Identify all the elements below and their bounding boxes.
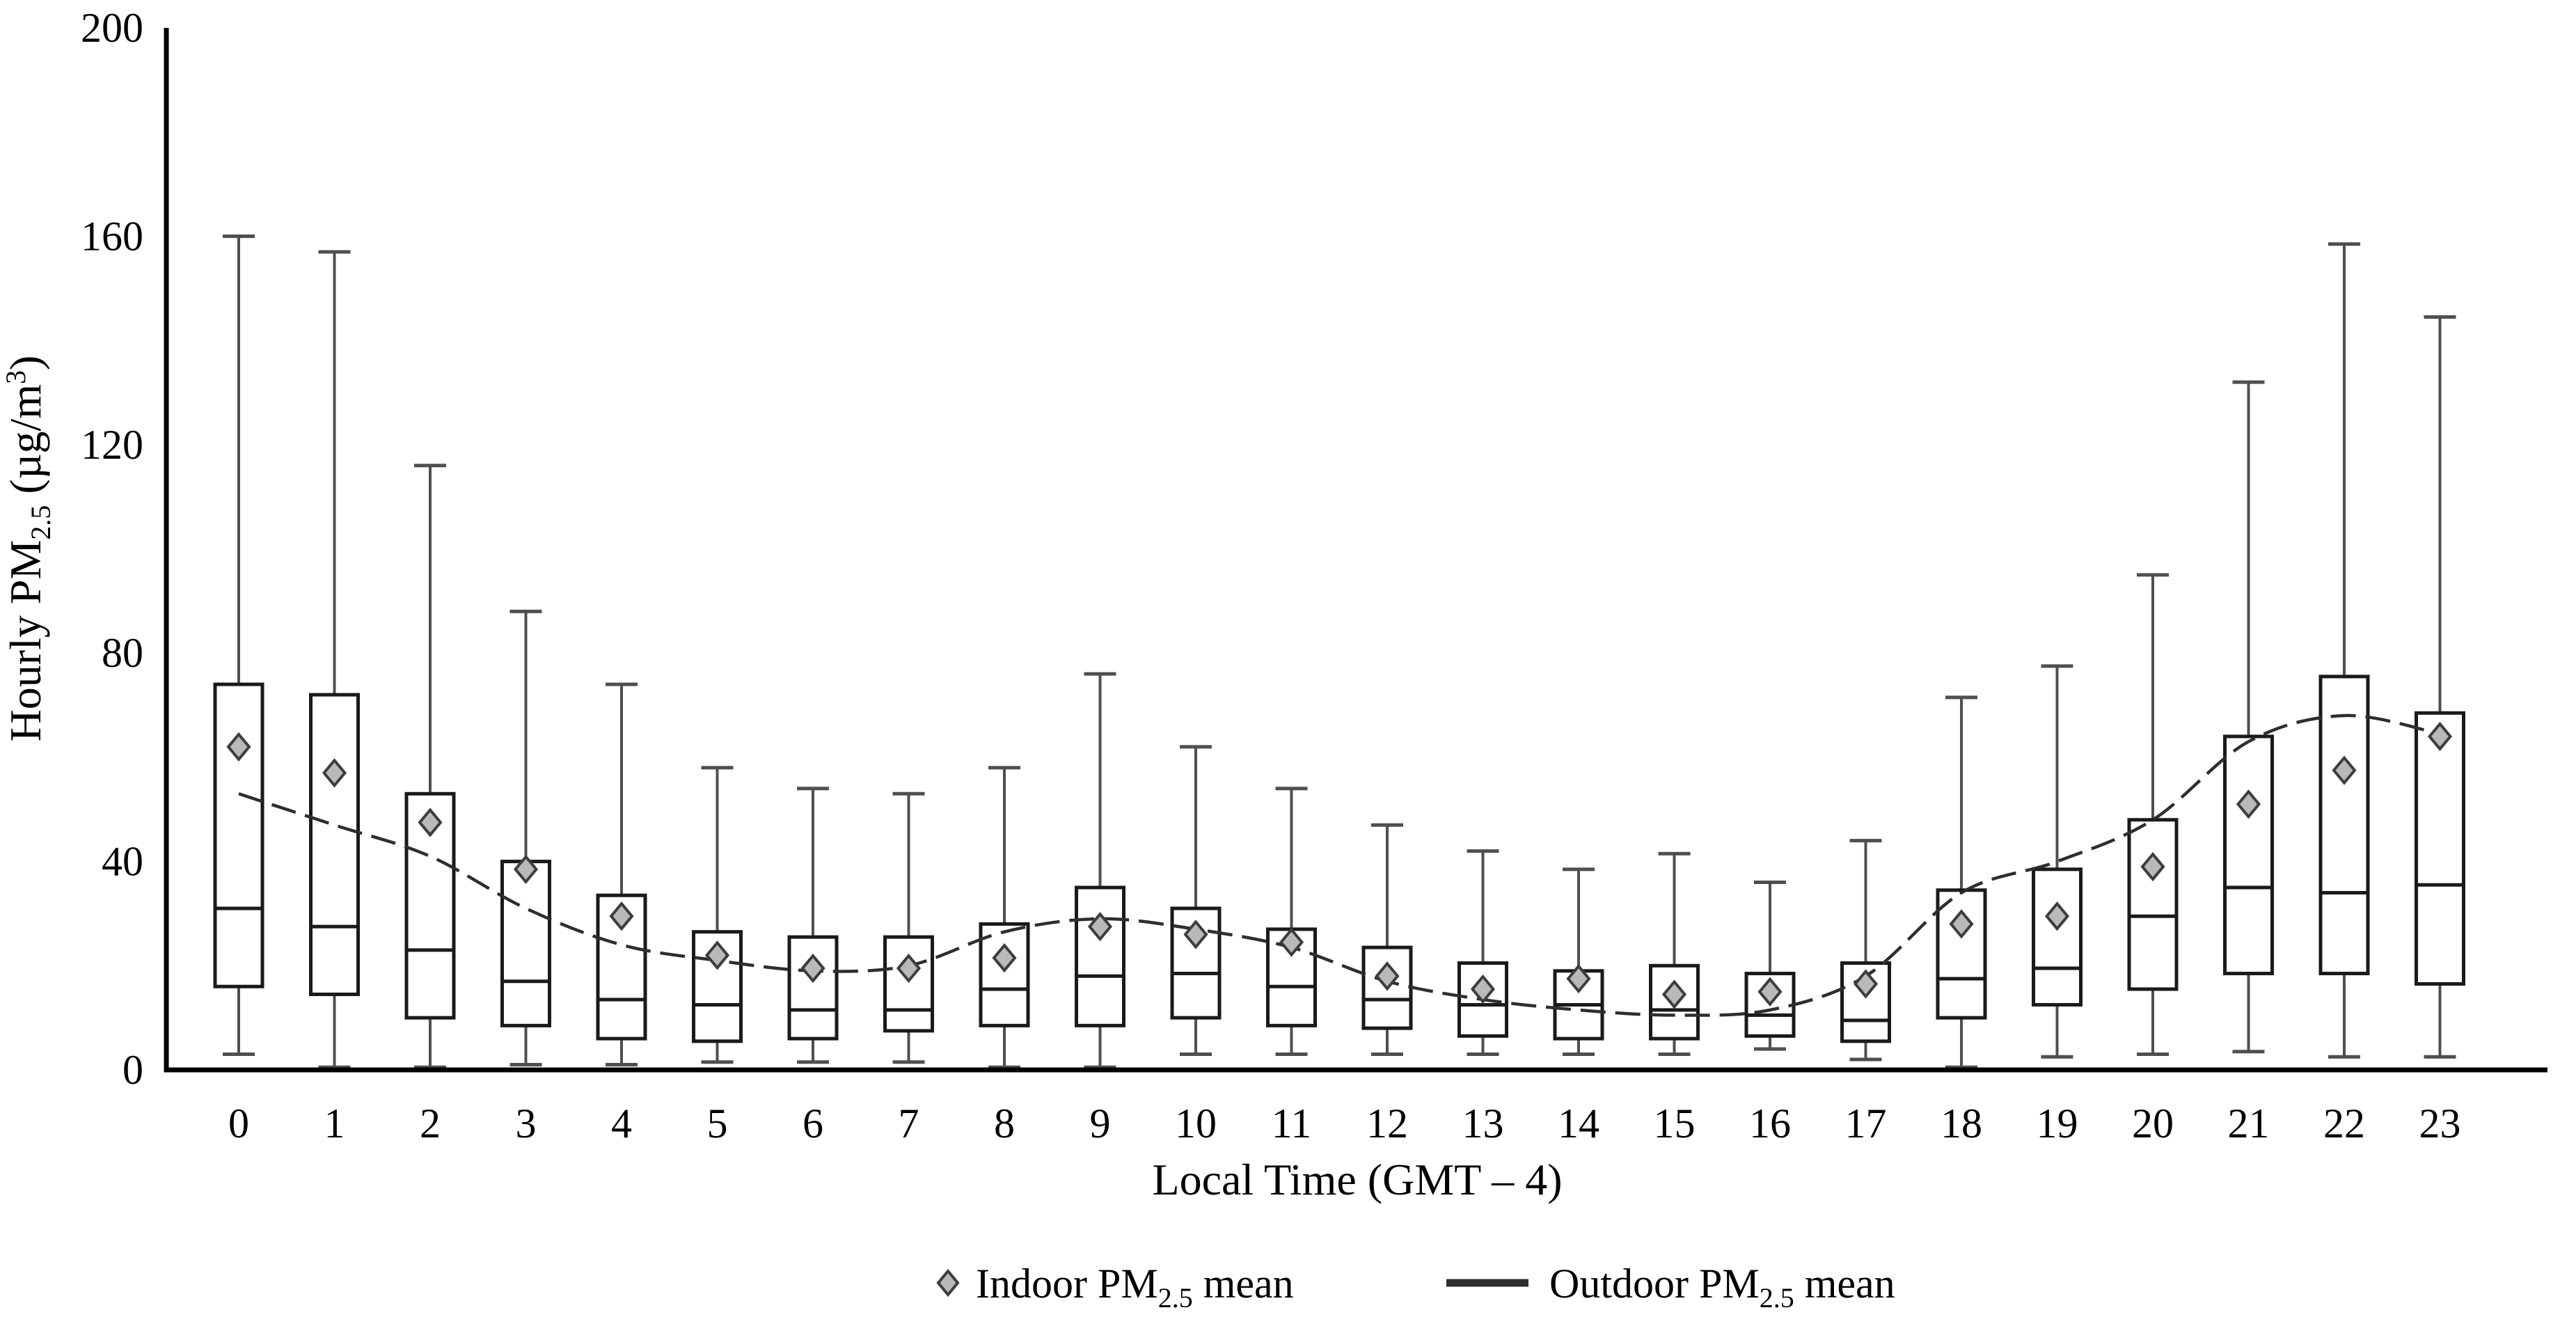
box-hour-6 xyxy=(787,935,839,1041)
box-hour-9 xyxy=(1075,885,1125,1027)
box-hour-1 xyxy=(309,693,360,996)
legend-indoor-label-subscript: 2.5 xyxy=(1158,1282,1193,1314)
x-tick-label-11: 11 xyxy=(1272,1101,1312,1146)
indoor-mean-diamond-hour-22 xyxy=(2332,755,2357,785)
indoor-mean-diamond-hour-15 xyxy=(1661,979,1687,1009)
indoor-mean-diamond-hour-1 xyxy=(322,758,347,788)
indoor-mean-diamond-hour-6 xyxy=(800,953,825,984)
indoor-mean-diamond-hour-0 xyxy=(226,732,251,762)
legend-indoor-label-post: mean xyxy=(1193,1261,1294,1307)
x-tick-label-13: 13 xyxy=(1462,1101,1504,1146)
indoor-mean-diamond-hour-23 xyxy=(2427,721,2453,752)
legend-indoor-label: Indoor PM2.5 mean xyxy=(976,1261,1294,1314)
legend-indoor-label-pre: Indoor PM xyxy=(976,1261,1158,1307)
x-tick-label-15: 15 xyxy=(1654,1101,1696,1146)
box-hour-7 xyxy=(883,935,934,1033)
y-tick-label-200: 200 xyxy=(81,5,143,51)
x-tick-label-21: 21 xyxy=(2228,1101,2270,1146)
x-tick-label-6: 6 xyxy=(803,1101,823,1146)
x-tick-label-23: 23 xyxy=(2419,1101,2461,1146)
box-hour-19 xyxy=(2032,867,2083,1007)
y-axis-title-subscript: 2.5 xyxy=(25,505,56,540)
x-tick-label-5: 5 xyxy=(707,1101,728,1146)
indoor-mean-diamond-hour-7 xyxy=(896,953,922,984)
indoor-mean-diamond-hour-11 xyxy=(1279,927,1304,957)
x-tick-label-1: 1 xyxy=(324,1101,345,1146)
x-axis-title: Local Time (GMT – 4) xyxy=(1152,1155,1562,1204)
outdoor-mean-line xyxy=(238,713,2440,1017)
x-tick-label-7: 7 xyxy=(899,1101,919,1146)
box-hour-21 xyxy=(2223,734,2274,976)
box-hour-4 xyxy=(596,893,647,1041)
x-tick-label-0: 0 xyxy=(228,1101,249,1146)
indoor-mean-diamond-hour-5 xyxy=(704,940,730,970)
x-tick-label-17: 17 xyxy=(1845,1101,1887,1146)
box-hour-22 xyxy=(2318,675,2370,976)
box-hour-20 xyxy=(2127,818,2179,991)
x-tick-label-3: 3 xyxy=(516,1101,537,1146)
legend-outdoor-label-subscript: 2.5 xyxy=(1760,1282,1794,1314)
y-axis-title: Hourly PM2.5 (µg/m3) xyxy=(0,356,56,742)
x-tick-label-4: 4 xyxy=(611,1101,632,1146)
x-tick-label-8: 8 xyxy=(994,1101,1015,1146)
indoor-mean-diamond-hour-4 xyxy=(609,901,634,931)
legend-outdoor-label: Outdoor PM2.5 mean xyxy=(1549,1261,1895,1314)
indoor-mean-diamond-hour-20 xyxy=(2140,851,2165,882)
indoor-mean-diamond-hour-13 xyxy=(1470,974,1496,1004)
indoor-mean-diamond-hour-16 xyxy=(1757,977,1783,1007)
x-tick-label-19: 19 xyxy=(2037,1101,2078,1146)
indoor-mean-diamond-hour-8 xyxy=(992,943,1017,973)
x-tick-label-22: 22 xyxy=(2323,1101,2365,1146)
x-tick-label-9: 9 xyxy=(1090,1101,1111,1146)
legend: Indoor PM2.5 mean Outdoor PM2.5 mean xyxy=(936,1261,1895,1314)
y-axis-title-superscript: 3 xyxy=(0,370,31,384)
y-tick-label-80: 80 xyxy=(102,630,143,676)
y-axis-title-pre: Hourly PM xyxy=(1,540,50,742)
y-tick-label-160: 160 xyxy=(81,213,143,259)
indoor-mean-diamond-hour-10 xyxy=(1183,920,1208,949)
box-hour-3 xyxy=(500,860,551,1027)
indoor-mean-diamond-hour-9 xyxy=(1087,912,1113,942)
y-axis-title-end: ) xyxy=(1,356,50,370)
x-tick-label-18: 18 xyxy=(1941,1101,1982,1146)
indoor-mean-diamond-hour-21 xyxy=(2236,789,2261,819)
legend-outdoor-label-post: mean xyxy=(1794,1261,1895,1307)
indoor-mean-diamond-hour-19 xyxy=(2044,901,2070,931)
legend-outdoor-label-pre: Outdoor PM xyxy=(1549,1261,1760,1307)
box-hour-23 xyxy=(2415,711,2465,986)
x-tick-label-12: 12 xyxy=(1366,1101,1408,1146)
indoor-mean-diamond-hour-2 xyxy=(418,807,443,837)
box-hour-0 xyxy=(213,682,264,988)
indoor-mean-diamond-hour-12 xyxy=(1375,961,1400,991)
box-hour-18 xyxy=(1936,888,1987,1020)
x-tick-label-2: 2 xyxy=(420,1101,441,1146)
x-tick-label-20: 20 xyxy=(2132,1101,2174,1146)
y-axis-title-mid: (µg/m xyxy=(1,384,50,505)
indoor-mean-diamond-hour-3 xyxy=(513,854,539,884)
y-tick-label-40: 40 xyxy=(102,839,143,885)
box-hour-8 xyxy=(979,922,1030,1027)
x-tick-label-16: 16 xyxy=(1749,1101,1791,1146)
indoor-mean-diamond-hour-14 xyxy=(1566,963,1591,994)
y-tick-label-120: 120 xyxy=(81,422,143,468)
x-tick-label-14: 14 xyxy=(1558,1101,1599,1146)
indoor-mean-diamond-hour-17 xyxy=(1853,969,1879,999)
legend-indoor-diamond-icon xyxy=(936,1268,960,1298)
x-tick-label-10: 10 xyxy=(1175,1101,1217,1146)
indoor-mean-diamond-hour-18 xyxy=(1949,909,1974,939)
y-tick-label-0: 0 xyxy=(123,1047,143,1093)
